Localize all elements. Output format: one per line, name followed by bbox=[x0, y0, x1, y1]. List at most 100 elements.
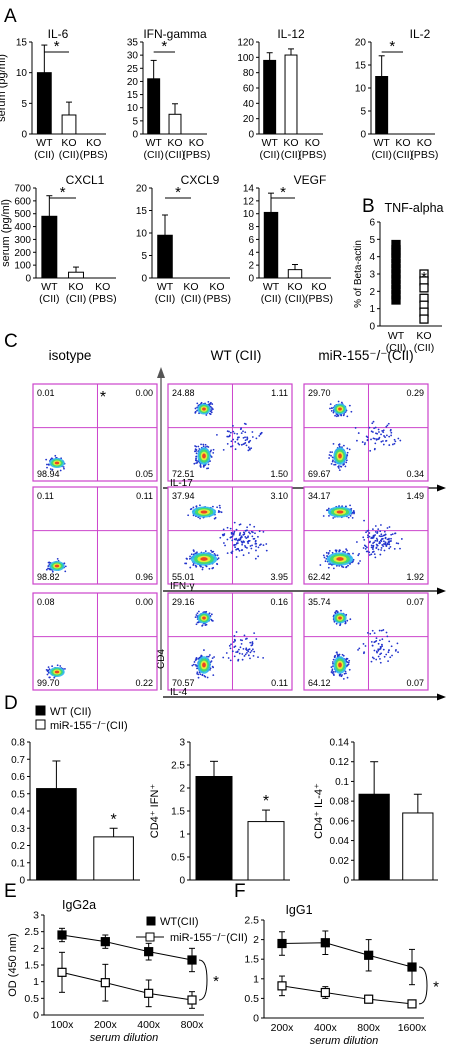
point bbox=[364, 994, 374, 1004]
flow-dot bbox=[235, 631, 238, 633]
density-layer bbox=[202, 662, 206, 668]
x-tick-label: 800x bbox=[357, 1022, 381, 1034]
flow-dot bbox=[329, 407, 331, 410]
flow-dot bbox=[365, 435, 368, 438]
flow-dot bbox=[210, 618, 213, 621]
quadrant-ur: 1.11 bbox=[271, 388, 288, 398]
chart-title: IgG1 bbox=[285, 903, 312, 917]
quadrant-ur: 0.00 bbox=[135, 388, 153, 398]
flow-dot bbox=[265, 543, 268, 545]
point bbox=[407, 962, 417, 972]
flow-dot bbox=[187, 514, 190, 517]
y-tick-label: 2 bbox=[179, 784, 185, 795]
flow-dot bbox=[335, 550, 338, 553]
bar bbox=[263, 59, 277, 135]
y-tick-label: 10 bbox=[136, 229, 148, 240]
flow-dot bbox=[207, 446, 210, 448]
quadrant-lr: 0.05 bbox=[135, 469, 153, 479]
flow-plot-ko-1 bbox=[303, 383, 429, 482]
flow-dot bbox=[244, 439, 247, 442]
flow-dot bbox=[346, 454, 349, 457]
y-tick-label: 2.5 bbox=[171, 761, 185, 772]
flow-dot bbox=[377, 655, 380, 658]
flow-dot bbox=[230, 440, 233, 443]
legend-label-ko: miR-155⁻/⁻(CII) bbox=[170, 932, 248, 944]
quadrant-lr: 0.22 bbox=[135, 678, 153, 688]
flow-dot bbox=[348, 668, 351, 671]
flow-dot bbox=[366, 439, 369, 442]
flow-dot bbox=[244, 653, 247, 656]
flow-dot bbox=[195, 455, 197, 458]
flow-dot bbox=[204, 550, 207, 553]
flow-dot bbox=[383, 540, 385, 543]
x-tick-label: (CII) bbox=[155, 293, 175, 305]
flow-dot bbox=[218, 504, 221, 507]
y-tick-label: 20 bbox=[127, 77, 139, 88]
flow-dot bbox=[234, 645, 237, 648]
flow-dot bbox=[246, 547, 248, 549]
flow-dot bbox=[247, 654, 250, 657]
bar bbox=[168, 113, 182, 135]
flow-dot bbox=[336, 611, 339, 613]
flow-dot bbox=[212, 566, 215, 569]
y-tick-label: 0 bbox=[360, 130, 366, 141]
column-title-wt: WT (CII) bbox=[211, 348, 262, 363]
density-layer bbox=[202, 453, 206, 459]
flow-dot bbox=[232, 430, 235, 433]
x-tick-label: KO bbox=[189, 137, 204, 149]
x-tick-label: WT bbox=[41, 281, 58, 293]
y-axis-label: CD4⁺ IFN⁺ bbox=[149, 784, 161, 839]
x-tick-label: KO bbox=[86, 137, 101, 149]
flow-dot bbox=[222, 656, 225, 659]
y-tick-label: 15 bbox=[136, 206, 148, 217]
flow-dot bbox=[382, 648, 385, 651]
flow-dot bbox=[324, 560, 327, 563]
flow-dot bbox=[250, 530, 253, 533]
flow-dot bbox=[370, 544, 373, 547]
flow-dot bbox=[367, 529, 370, 532]
density-layer bbox=[54, 461, 60, 465]
flow-dot bbox=[192, 663, 195, 666]
flow-dot bbox=[220, 511, 223, 514]
flow-dot bbox=[337, 414, 340, 417]
density-layer bbox=[338, 662, 342, 668]
flow-dot bbox=[329, 451, 332, 454]
flow-dot bbox=[237, 442, 240, 445]
flow-dot bbox=[231, 650, 234, 653]
flow-dot bbox=[62, 466, 65, 468]
chart-title: TNF-alpha bbox=[384, 201, 443, 215]
quadrant-ll: 98.82 bbox=[37, 572, 60, 582]
flow-dot bbox=[254, 540, 257, 543]
flow-dot bbox=[238, 549, 241, 552]
flow-dot bbox=[385, 440, 387, 442]
flow-dot bbox=[383, 435, 385, 437]
flow-dot bbox=[189, 555, 191, 558]
y-tick-label: 0 bbox=[141, 274, 147, 285]
flow-dot bbox=[212, 451, 215, 454]
flow-dot bbox=[195, 665, 198, 667]
flow-dot bbox=[386, 542, 389, 545]
significance-star: * bbox=[433, 978, 439, 995]
flow-dot bbox=[231, 535, 234, 538]
density-layer bbox=[200, 510, 208, 514]
flow-dot bbox=[331, 456, 334, 459]
flow-dot bbox=[372, 546, 374, 549]
flow-dot bbox=[196, 672, 199, 675]
flow-dot bbox=[210, 613, 213, 616]
flow-dot bbox=[391, 654, 393, 657]
flow-dot bbox=[226, 435, 229, 438]
x-tick-label: (CII) bbox=[281, 149, 301, 161]
flow-dot bbox=[373, 553, 376, 556]
flow-dot bbox=[388, 543, 391, 546]
flow-dot bbox=[238, 436, 240, 439]
flow-dot bbox=[194, 459, 197, 462]
flow-dot bbox=[255, 549, 257, 552]
flow-dot bbox=[384, 537, 387, 540]
plot-frame bbox=[303, 592, 429, 691]
y-tick-label: 0.5 bbox=[171, 853, 185, 864]
flow-dot bbox=[248, 648, 251, 651]
flow-dot bbox=[383, 549, 386, 552]
y-tick-label: 300 bbox=[14, 235, 31, 246]
significance-star: * bbox=[100, 389, 106, 406]
flow-plot-isotype-3 bbox=[32, 592, 158, 691]
